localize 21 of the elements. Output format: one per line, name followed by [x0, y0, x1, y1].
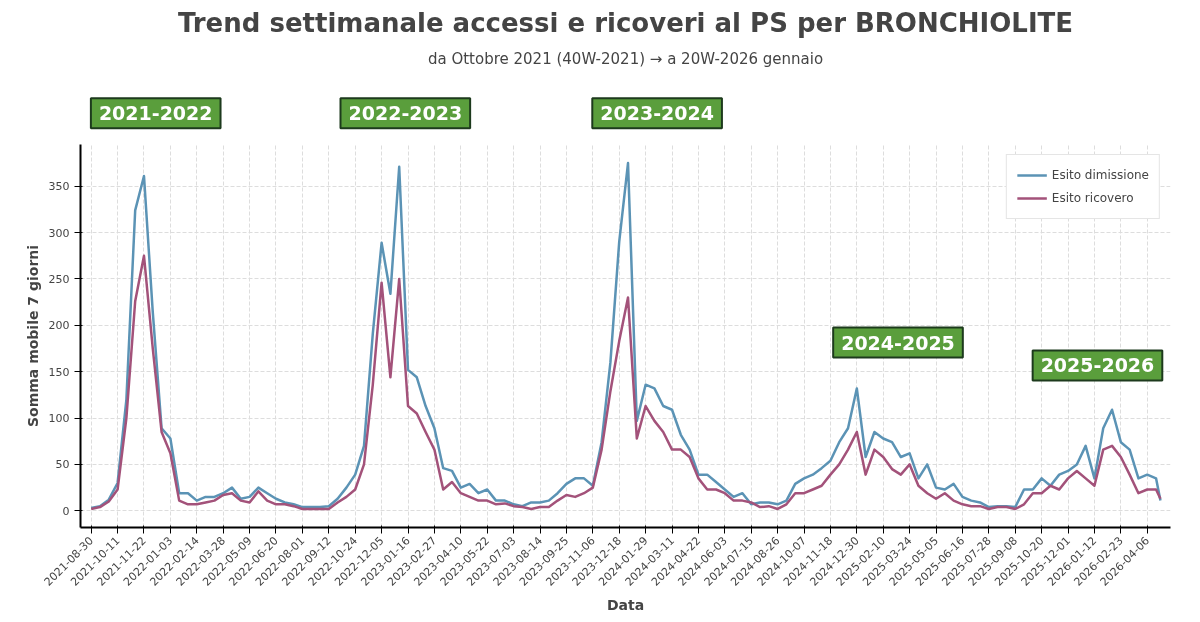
line-series: [89, 254, 1162, 511]
line-series: [89, 161, 1162, 510]
chart-subtitle: da Ottobre 2021 (40W-2021) → a 20W-2026 gennaio: [427, 49, 824, 68]
y-tick-label: 50: [55, 458, 70, 472]
y-tick-label: 0: [62, 504, 70, 518]
y-tick-label: 300: [48, 226, 70, 240]
y-tick-label: 250: [48, 272, 70, 286]
text: 2023-2024: [600, 102, 714, 125]
text: 2022-2023: [348, 102, 463, 125]
y-tick-label: 200: [48, 319, 70, 333]
y-tick-label: 100: [48, 412, 70, 426]
x-axis-title: Data: [606, 597, 645, 614]
y-axis-title: Somma mobile 7 giorni: [24, 244, 41, 428]
y-tick-label: 150: [48, 365, 70, 379]
chart-title: Trend settimanale accessi e ricoveri al PS per BRONCHIOLITE: [177, 7, 1074, 38]
annotation: 2025-2026: [1040, 354, 1155, 377]
legend-label: Esito ricovero: [1051, 191, 1134, 205]
annotation: 2024-2025: [841, 331, 955, 354]
legend-label: Esito dimissione: [1051, 168, 1149, 182]
y-tick-label: 350: [48, 180, 70, 194]
text: 2021-2022: [98, 102, 213, 125]
